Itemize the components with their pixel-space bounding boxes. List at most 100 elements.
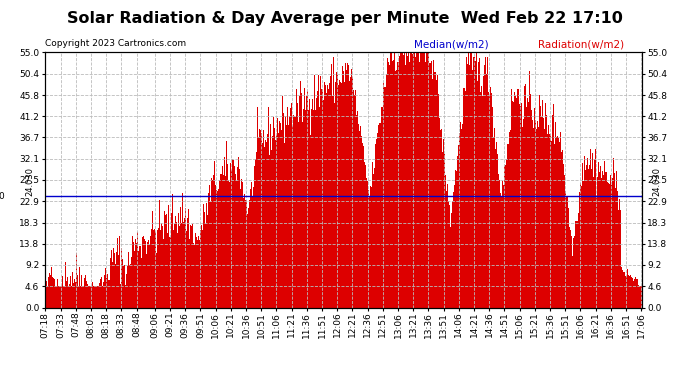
Bar [454,185,455,308]
Bar [380,123,382,308]
Bar [324,84,326,308]
Bar [503,185,504,308]
Bar [108,280,109,308]
Bar [80,286,81,308]
Bar [367,181,368,308]
Bar [164,211,166,308]
Bar [123,266,124,308]
Bar [588,169,589,308]
Bar [455,170,456,308]
Bar [389,65,391,308]
Bar [446,191,447,308]
Bar [609,184,610,308]
Bar [414,53,415,308]
Bar [452,201,453,308]
Bar [203,204,204,308]
Bar [348,64,349,308]
Bar [431,61,432,308]
Bar [453,192,454,308]
Bar [253,186,254,308]
Bar [309,99,310,308]
Bar [147,242,148,308]
Bar [333,57,334,308]
Bar [450,226,451,308]
Bar [299,96,300,308]
Bar [638,285,639,308]
Bar [377,133,378,308]
Bar [627,275,629,308]
Bar [624,272,626,308]
Bar [626,276,627,308]
Bar [81,275,82,308]
Bar [585,171,586,308]
Bar [116,252,117,308]
Bar [613,158,614,308]
Bar [311,108,313,307]
Bar [382,107,384,307]
Bar [229,182,230,308]
Bar [549,134,551,308]
Bar [334,103,335,308]
Bar [447,184,448,308]
Bar [445,175,446,308]
Bar [422,53,423,308]
Bar [241,179,242,308]
Bar [607,182,609,308]
Bar [524,86,525,308]
Bar [161,223,162,308]
Bar [482,76,484,308]
Bar [215,185,216,308]
Bar [449,205,450,308]
Bar [104,275,105,308]
Bar [227,164,228,308]
Bar [193,243,194,308]
Bar [639,286,640,308]
Bar [509,132,510,308]
Bar [460,122,462,308]
Bar [433,60,434,308]
Bar [551,115,553,308]
Bar [47,286,48,308]
Bar [501,196,502,308]
Bar [346,69,347,308]
Bar [486,57,488,308]
Bar [559,142,560,308]
Bar [373,174,374,308]
Bar [545,103,546,308]
Bar [330,76,331,307]
Bar [615,188,616,308]
Bar [428,53,429,308]
Bar [583,181,584,308]
Bar [629,275,631,308]
Bar [209,185,210,308]
Bar [553,144,555,308]
Bar [594,159,595,308]
Bar [240,189,241,308]
Bar [124,266,125,308]
Bar [217,191,218,308]
Bar [250,182,252,308]
Bar [492,108,493,307]
Bar [270,150,272,308]
Bar [597,177,598,308]
Bar [45,286,46,308]
Bar [425,62,426,308]
Bar [75,282,77,308]
Bar [341,83,342,308]
Bar [374,168,375,308]
Bar [464,88,465,308]
Bar [185,208,186,308]
Bar [584,156,585,308]
Bar [610,175,611,308]
Bar [408,62,410,308]
Bar [130,264,131,308]
Bar [429,63,430,308]
Bar [502,181,503,308]
Bar [592,153,593,308]
Bar [361,136,362,308]
Bar [129,265,130,308]
Bar [637,279,638,308]
Bar [306,96,307,308]
Bar [56,286,57,308]
Text: 24.030: 24.030 [26,167,34,196]
